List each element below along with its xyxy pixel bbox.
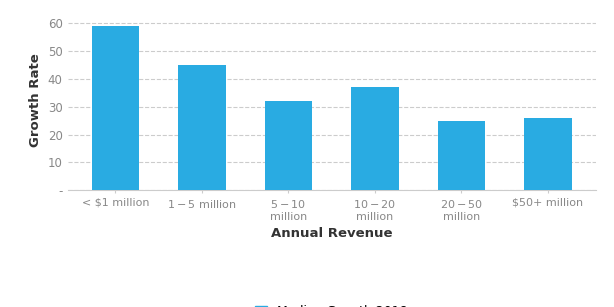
Bar [265, 101, 312, 190]
Y-axis label: Growth Rate: Growth Rate [29, 53, 42, 147]
Legend: Median Growth 2018: Median Growth 2018 [255, 305, 408, 307]
Bar [524, 118, 572, 190]
Bar [438, 121, 485, 190]
Bar [91, 26, 139, 190]
X-axis label: Annual Revenue: Annual Revenue [271, 227, 392, 240]
Bar [351, 87, 398, 190]
Bar [178, 65, 225, 190]
